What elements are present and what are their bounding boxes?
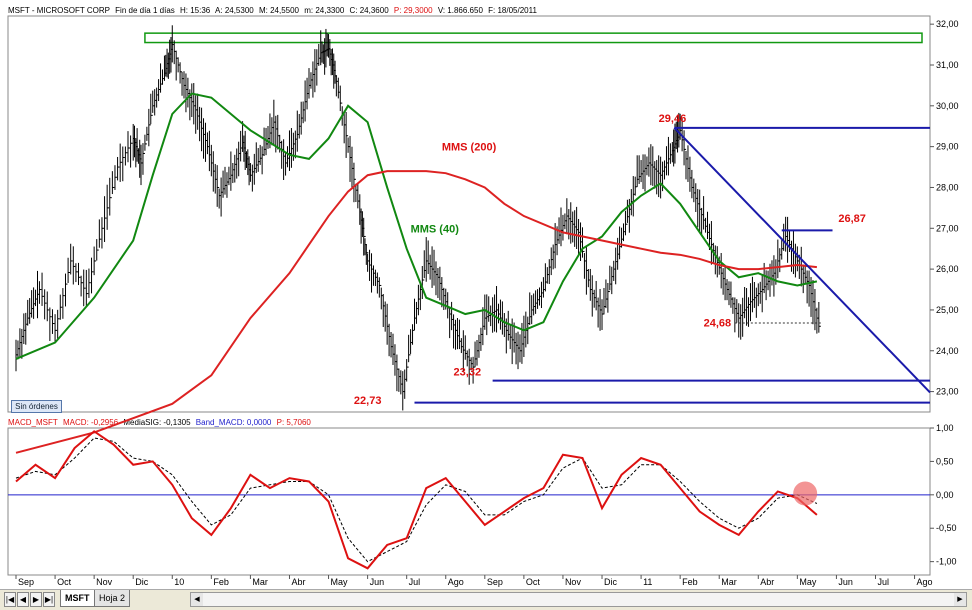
macd-y-tick-label: -1,00 xyxy=(936,557,957,567)
x-tick-label: Ago xyxy=(448,577,464,587)
macd-y-tick-label: -0,50 xyxy=(936,523,957,533)
x-tick-label: May xyxy=(799,577,817,587)
price-y-tick-label: 25,00 xyxy=(936,305,959,315)
x-tick-label: Feb xyxy=(682,577,698,587)
header-min: m: 24,3300 xyxy=(304,6,345,15)
horizontal-scrollbar[interactable]: ◀ ▶ xyxy=(190,592,967,607)
last-sheet-button[interactable]: ▶| xyxy=(43,592,55,607)
annotation-26-87: 26,87 xyxy=(838,213,866,225)
price-y-tick-label: 32,00 xyxy=(936,19,959,29)
macd-panel-frame xyxy=(7,427,931,576)
header-p: P: 29,3000 xyxy=(393,6,433,15)
macd-panel-header: MACD_MSFT MACD: -0,2956 MediaSIG: -0,130… xyxy=(8,416,314,430)
header-symbol: MSFT - MICROSOFT CORP xyxy=(8,6,110,15)
header-volume: V: 1.866.650 xyxy=(437,6,483,15)
x-tick-label: Abr xyxy=(291,577,305,587)
macd-p-value: P: 5,7060 xyxy=(276,418,311,427)
macd-signal-value: MediaSIG: -0,1305 xyxy=(123,418,191,427)
x-tick-label: Nov xyxy=(565,577,582,587)
price-y-tick-label: 26,00 xyxy=(936,264,959,274)
annotation-mms40: MMS (40) xyxy=(411,223,460,235)
annotation-24-68: 24,68 xyxy=(704,317,732,329)
x-tick-label: Dic xyxy=(604,577,617,587)
header-timeframe: Fin de día 1 días xyxy=(115,6,175,15)
x-tick-label: May xyxy=(331,577,349,587)
header-date: F: 18/05/2011 xyxy=(488,6,537,15)
price-y-tick-label: 31,00 xyxy=(936,60,959,70)
x-tick-label: Feb xyxy=(213,577,229,587)
price-y-tick-label: 27,00 xyxy=(936,223,959,233)
x-tick-label: Oct xyxy=(57,577,72,587)
sin-ordenes-badge[interactable]: Sin órdenes xyxy=(11,400,62,413)
x-tick-label: Sep xyxy=(18,577,34,587)
price-y-tick-label: 24,00 xyxy=(936,346,959,356)
macd-band-value: Band_MACD: 0,0000 xyxy=(195,418,272,427)
macd-y-tick-label: 1,00 xyxy=(936,423,954,433)
descending-trendline xyxy=(673,127,931,394)
annotation-mms200: MMS (200) xyxy=(442,142,497,154)
macd-signal-line xyxy=(15,437,818,563)
x-tick-label: Nov xyxy=(96,577,113,587)
resistance-box xyxy=(144,32,923,44)
price-y-tick-label: 28,00 xyxy=(936,182,959,192)
next-sheet-button[interactable]: ▶ xyxy=(30,592,42,607)
header-close: C: 24,3600 xyxy=(349,6,389,15)
price-panel-header: MSFT - MICROSOFT CORP Fin de día 1 días … xyxy=(8,4,540,18)
x-tick-label: 11 xyxy=(643,577,652,587)
x-tick-label: Jun xyxy=(370,577,385,587)
x-tick-label: Oct xyxy=(526,577,541,587)
annotation-29-46: 29,46 xyxy=(659,113,687,125)
macd-line xyxy=(15,430,818,570)
annotation-22-73: 22,73 xyxy=(354,395,382,407)
price-y-tick-label: 29,00 xyxy=(936,142,959,152)
scroll-left-arrow-icon[interactable]: ◀ xyxy=(191,593,203,606)
macd-value: MACD: -0,2956 xyxy=(63,418,119,427)
tab-hoja-2[interactable]: Hoja 2 xyxy=(94,590,131,607)
x-tick-label: Ago xyxy=(917,577,933,587)
prev-sheet-button[interactable]: ◀ xyxy=(17,592,29,607)
tab-msft[interactable]: MSFT xyxy=(60,590,95,607)
x-tick-label: Sep xyxy=(487,577,503,587)
header-high: H: 15:36 xyxy=(180,6,211,15)
x-tick-label: Mar xyxy=(721,577,737,587)
price-y-tick-label: 23,00 xyxy=(936,387,959,397)
x-tick-label: Jul xyxy=(409,577,421,587)
macd-name: MACD_MSFT xyxy=(8,418,58,427)
macd-highlight-circle xyxy=(793,481,818,506)
x-tick-label: Abr xyxy=(760,577,774,587)
macd-y-tick-label: 0,00 xyxy=(936,490,954,500)
price-y-tick-label: 30,00 xyxy=(936,101,959,111)
x-tick-label: Jul xyxy=(877,577,889,587)
annotation-23-32: 23,32 xyxy=(454,366,482,378)
chart-svg: 32,00 31,00 30,00 29,00 28,00 27,00 26,00 25,00… xyxy=(7,15,959,587)
header-open: A: 24,5300 xyxy=(215,6,254,15)
x-tick-label: Mar xyxy=(252,577,268,587)
mms200-line xyxy=(15,170,817,454)
header-max: M: 24,5500 xyxy=(258,6,299,15)
x-tick-label: Dic xyxy=(135,577,148,587)
first-sheet-button[interactable]: |◀ xyxy=(4,592,16,607)
price-panel-frame xyxy=(7,15,931,413)
mms40-line xyxy=(15,92,818,360)
scroll-right-arrow-icon[interactable]: ▶ xyxy=(954,593,966,606)
macd-y-tick-label: 0,50 xyxy=(936,456,954,466)
x-tick-label: Jun xyxy=(838,577,853,587)
x-tick-label: 10 xyxy=(174,577,184,587)
